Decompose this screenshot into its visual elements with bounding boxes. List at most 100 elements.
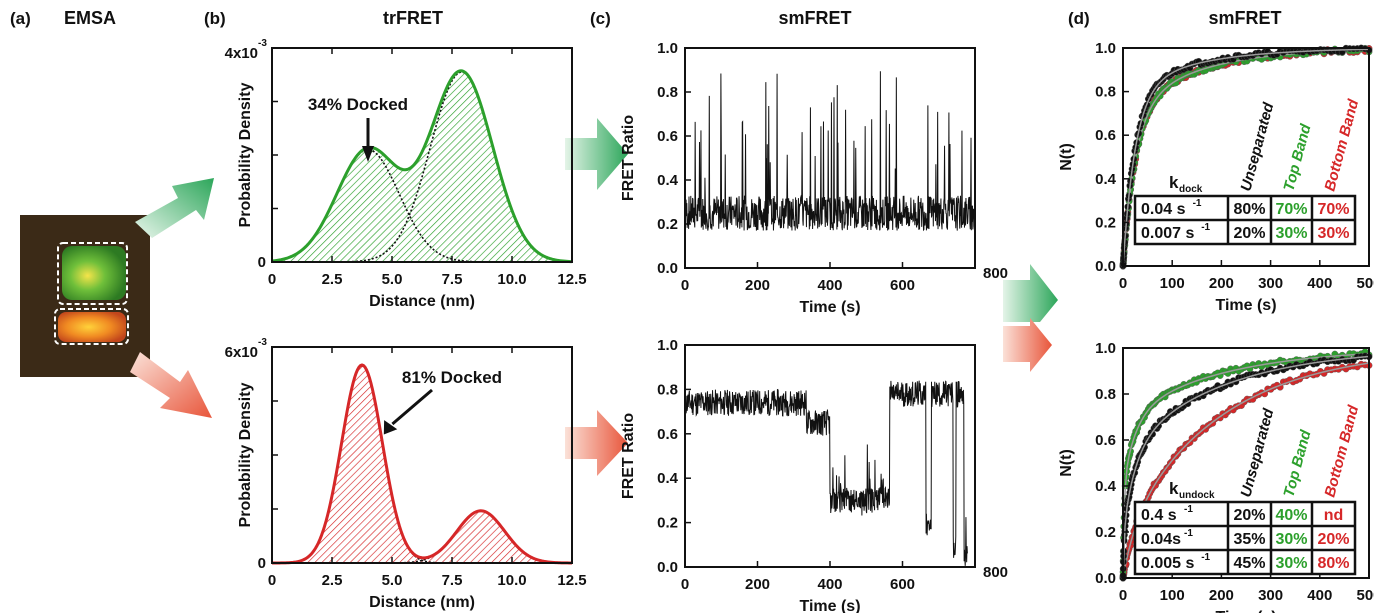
- series-unseparated: [1119, 352, 1373, 582]
- table-cell: 45%: [1233, 555, 1265, 572]
- x-axis-label: Distance (nm): [369, 594, 475, 611]
- x-tick-label-end: 800: [983, 265, 1008, 282]
- rate-header-sub: undock: [1179, 490, 1215, 501]
- plot-frame: [1122, 347, 1370, 579]
- y-tick-label: 0.6: [1095, 432, 1116, 449]
- y-tick-label: 0.8: [657, 84, 678, 101]
- chart-d_bottom: Time (s) N(t) 0 100 200 300 400 500 0.0 0.2 0.4 0.6…: [1058, 340, 1374, 613]
- chart-b_bottom: Distance (nm) Probability Density 0 2.5 5.0 7…: [225, 337, 587, 611]
- x-tick-label-end: 800: [983, 564, 1008, 581]
- plot-frame: [1122, 47, 1370, 267]
- annotation-label: 34% Docked: [308, 95, 408, 114]
- table-header-bottom-band: Bottom Band: [1321, 403, 1362, 499]
- table-rate-sup: -1: [1184, 504, 1193, 515]
- y-tick-label: 1.0: [657, 337, 678, 354]
- rate-table: k undock Unseparated Top Band Bottom Band 0.4…: [1133, 403, 1362, 576]
- y-tick-label: 0.0: [657, 260, 678, 277]
- table-cell: 30%: [1275, 225, 1307, 242]
- x-tick-label: 12.5: [557, 271, 586, 288]
- fit-curve: [1122, 352, 1370, 579]
- y-tick-exponent: -3: [258, 337, 267, 348]
- panel-d-letter: (d): [1068, 9, 1090, 28]
- chart-c_top: Time (s) FRET Ratio 0 200 400 600 800 0.0 0.2 0.4…: [620, 40, 1008, 316]
- y-tick-label: 0.0: [657, 559, 678, 576]
- x-tick-label: 100: [1160, 275, 1185, 292]
- plot-frame: [684, 47, 976, 269]
- x-tick-label: 12.5: [557, 572, 586, 589]
- panel-b-letter: (b): [204, 9, 226, 28]
- rate-table: k dock Unseparated Top Band Bottom Band 0.04 …: [1133, 97, 1362, 246]
- rate-header-k: k: [1169, 173, 1179, 192]
- table-cell: 30%: [1317, 225, 1349, 242]
- table-rate: 0.4 s: [1141, 507, 1177, 524]
- x-axis-label: Distance (nm): [369, 293, 475, 310]
- x-tick-label: 0: [681, 576, 689, 593]
- x-tick-label: 200: [1209, 275, 1234, 292]
- y-tick-label: 0.0: [1095, 570, 1116, 587]
- x-tick-label: 300: [1258, 275, 1283, 292]
- y-tick-label: 0: [258, 254, 266, 271]
- x-tick-label: 400: [817, 576, 842, 593]
- y-axis-label: N(t): [1058, 143, 1075, 171]
- x-tick-label: 0: [1119, 275, 1127, 292]
- y-tick-label: 0.4: [657, 172, 679, 189]
- table-header-top-band: Top Band: [1280, 428, 1314, 499]
- table-rate-sup: -1: [1184, 528, 1193, 539]
- x-tick-label: 200: [1209, 587, 1234, 604]
- rate-header-k: k: [1169, 479, 1179, 498]
- y-tick-exponent: -3: [258, 38, 267, 49]
- fit-curve: [1122, 362, 1370, 579]
- x-tick-label: 0: [268, 271, 276, 288]
- table-cell: 80%: [1233, 201, 1265, 218]
- annotation-label: 81% Docked: [402, 368, 502, 387]
- panel-c-letter: (c): [590, 9, 611, 28]
- y-tick-label: 0.6: [1095, 127, 1116, 144]
- gel-top-band: [62, 246, 126, 300]
- x-tick-label: 200: [745, 576, 770, 593]
- x-axis-label: Time (s): [799, 299, 860, 316]
- table-rate: 0.005 s: [1141, 555, 1194, 572]
- annotation-arrow: [391, 388, 433, 426]
- table-rate: 0.04s: [1141, 531, 1181, 548]
- y-tick-label: 0.8: [657, 381, 678, 398]
- y-tick-label: 0.8: [1095, 84, 1116, 101]
- table-header-bottom-band: Bottom Band: [1321, 97, 1362, 193]
- y-tick-label: 0.2: [657, 515, 678, 532]
- y-tick-label: 0.6: [657, 426, 678, 443]
- table-rate-sup: -1: [1201, 222, 1210, 233]
- y-tick-label: 0.4: [1095, 171, 1117, 188]
- y-tick-label: 1.0: [657, 40, 678, 57]
- y-tick-label: 0.4: [657, 470, 679, 487]
- x-tick-label: 2.5: [322, 572, 343, 589]
- density-fill: [272, 364, 572, 563]
- table-cell: 30%: [1275, 555, 1307, 572]
- y-axis-label: Probability Density: [237, 82, 254, 227]
- table-cell: 20%: [1233, 225, 1265, 242]
- x-tick-label: 500: [1356, 275, 1374, 292]
- chart-d_top: Time (s) N(t) 0 100 200 300 400 500 0.0 0.2 0.4 0.6…: [1058, 40, 1374, 314]
- x-tick-label: 7.5: [442, 572, 463, 589]
- table-header-top-band: Top Band: [1280, 122, 1314, 193]
- y-tick-label: 0.0: [1095, 258, 1116, 275]
- y-tick-label: 0.6: [657, 128, 678, 145]
- fit-curve: [1122, 355, 1370, 579]
- table-cell: 20%: [1233, 507, 1265, 524]
- x-tick-label: 600: [890, 277, 915, 294]
- x-tick-label: 500: [1356, 587, 1374, 604]
- table-rate-sup: -1: [1193, 198, 1202, 209]
- y-axis-label: Probability Density: [237, 382, 254, 527]
- panel-d-title: smFRET: [1208, 8, 1281, 28]
- fret-trace: [684, 71, 976, 232]
- y-axis-label: FRET Ratio: [620, 413, 637, 499]
- charts: Distance (nm) Probability Density 0 2.5 5.0 7…: [225, 38, 1374, 613]
- arrow-c-to-d-bottom: [1003, 318, 1052, 372]
- density-curve: [271, 69, 573, 264]
- fret-trace: [684, 380, 968, 566]
- chart-c_bottom: Time (s) FRET Ratio 0 200 400 600 800 0.0 0.2 0.4…: [620, 337, 1008, 613]
- x-tick-label: 5.0: [382, 572, 403, 589]
- table-cell: 70%: [1317, 201, 1349, 218]
- x-tick-label: 400: [1307, 587, 1332, 604]
- table-cell: nd: [1324, 507, 1344, 524]
- arrow-b-to-c-bottom: [565, 410, 628, 476]
- y-tick-label: 0: [258, 555, 266, 572]
